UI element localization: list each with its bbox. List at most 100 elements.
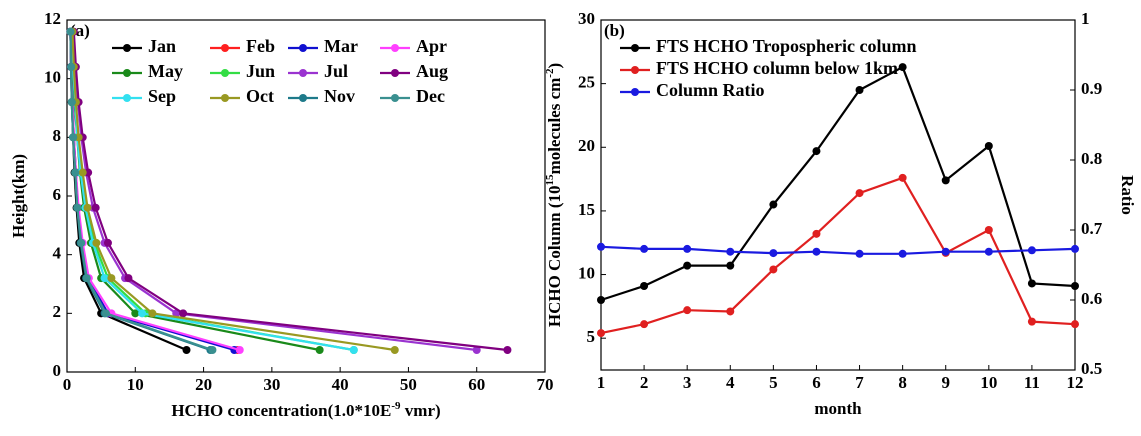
data-point (1071, 282, 1079, 290)
x-tick-label: 30 (263, 375, 280, 394)
panel-label: (b) (604, 21, 625, 40)
data-point (898, 249, 907, 258)
x-tick-label: 8 (898, 373, 907, 392)
x-axis-label-part: vmr) (401, 401, 441, 420)
legend-label: Nov (324, 86, 355, 106)
y-tick-label: 5 (587, 327, 596, 346)
data-point (597, 329, 605, 338)
data-point (208, 346, 217, 354)
data-point (131, 309, 140, 318)
data-point (640, 244, 649, 253)
x-tick-label: 70 (537, 375, 554, 394)
y-tick-label: 25 (578, 73, 595, 92)
data-point (769, 249, 778, 258)
legend-marker (221, 94, 229, 102)
data-point (683, 306, 692, 315)
y-axis-label-part: 15 (544, 174, 556, 186)
x-tick-label: 12 (1067, 373, 1084, 392)
legend-marker (391, 44, 399, 52)
data-point (83, 203, 92, 212)
x-tick-label: 10 (980, 373, 997, 392)
legend-marker (221, 69, 229, 77)
data-point (640, 320, 649, 329)
legend-label: Sep (148, 86, 176, 106)
y-axis-label-part: ) (545, 63, 564, 69)
y-axis-label-part: -2 (544, 68, 556, 78)
series-line (600, 65, 1076, 302)
data-point (941, 247, 950, 256)
x-tick-label: 7 (855, 373, 864, 392)
data-point (179, 309, 188, 318)
data-point (103, 238, 112, 247)
data-point (69, 133, 78, 142)
data-point (91, 203, 100, 212)
series-line (71, 31, 395, 352)
data-point (640, 282, 649, 290)
data-point (138, 309, 147, 318)
legend-label: Column Ratio (656, 80, 765, 100)
data-point (390, 346, 399, 354)
data-point (941, 176, 950, 185)
y-tick-label: 8 (53, 126, 62, 145)
data-point (683, 244, 692, 253)
x-tick-label: 5 (769, 373, 778, 392)
legend-marker (631, 44, 639, 52)
x-tick-label: 60 (468, 375, 485, 394)
data-point (812, 247, 821, 256)
data-point (77, 238, 86, 247)
data-point (855, 189, 864, 198)
y-tick-label: 0 (53, 361, 62, 380)
data-point (66, 27, 75, 36)
legend-marker (123, 44, 131, 52)
legend-marker (123, 94, 131, 102)
y2-tick-label: 0.7 (1081, 219, 1103, 238)
data-point (71, 168, 80, 177)
series-line (70, 31, 354, 352)
legend-marker (299, 94, 307, 102)
x-tick-label: 2 (640, 373, 649, 392)
data-point (1027, 279, 1036, 288)
data-point (855, 249, 864, 258)
series-line (600, 245, 1076, 255)
legend-label: FTS HCHO column below 1km (656, 58, 898, 78)
y-axis-label: Height(km) (9, 154, 28, 238)
legend-label: May (148, 61, 183, 81)
data-point (597, 296, 605, 304)
y-tick-label: 20 (578, 136, 595, 155)
data-point (67, 62, 76, 71)
y-axis-label-part: molecules cm (545, 78, 564, 175)
data-point (100, 274, 109, 283)
data-point (984, 226, 993, 234)
series-line (600, 176, 1076, 335)
x-axis-label-part: -9 (391, 400, 401, 412)
data-point (235, 346, 244, 354)
legend-label: Dec (416, 86, 445, 106)
data-point (1027, 246, 1036, 255)
legend-marker (631, 66, 639, 74)
y2-axis-label-part: Ratio (1118, 175, 1137, 215)
data-point (78, 168, 87, 177)
data-point (1027, 317, 1036, 326)
data-point (101, 309, 110, 318)
data-point (726, 307, 735, 316)
series-line (70, 31, 320, 352)
data-point (124, 274, 133, 283)
data-point (472, 346, 481, 354)
x-tick-label: 9 (941, 373, 950, 392)
y-axis-label-part: HCHO Column (10 (545, 185, 564, 327)
plot-frame (600, 19, 1076, 371)
legend-label: Oct (246, 86, 274, 106)
x-axis-label-part: HCHO concentration(1.0*10E (171, 401, 391, 420)
y-tick-label: 15 (578, 200, 595, 219)
data-point (349, 346, 358, 354)
legend-label: Feb (246, 36, 275, 56)
data-point (769, 265, 778, 274)
data-point (812, 147, 821, 156)
data-point (1071, 244, 1079, 253)
legend-marker (631, 88, 639, 96)
x-axis-label: month (814, 399, 862, 418)
x-tick-label: 20 (195, 375, 212, 394)
x-tick-label: 1 (597, 373, 606, 392)
data-point (148, 309, 157, 318)
